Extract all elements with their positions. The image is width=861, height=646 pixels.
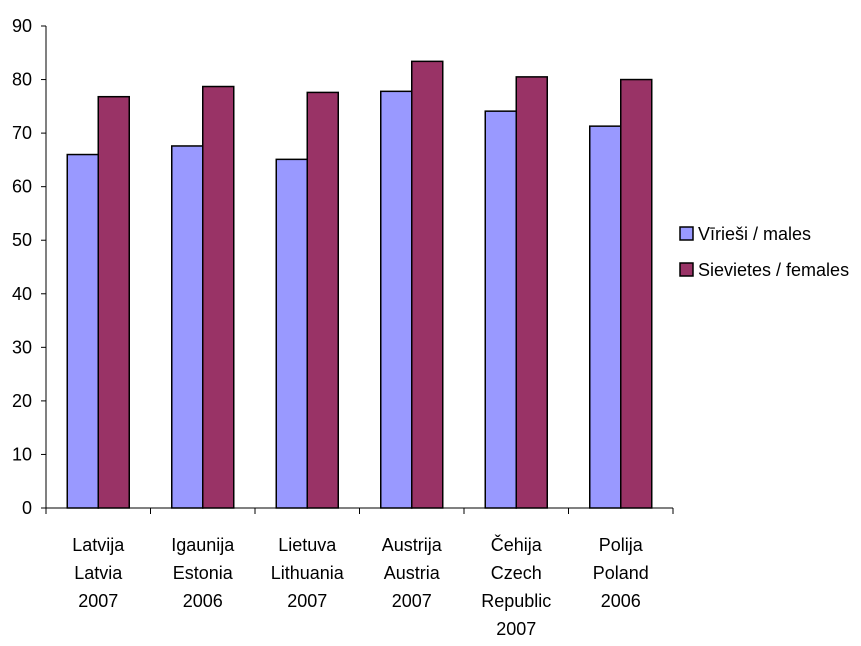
x-category-label: Lietuva Lithuania 2007 bbox=[271, 535, 345, 611]
x-category-label: Polija Poland 2006 bbox=[593, 535, 649, 611]
x-category-label-line: Igaunija bbox=[171, 535, 235, 555]
x-category-label-line: 2006 bbox=[183, 591, 223, 611]
x-category-label-line: 2007 bbox=[287, 591, 327, 611]
legend-label: Vīrieši / males bbox=[698, 224, 811, 244]
y-tick-label: 70 bbox=[12, 123, 32, 143]
x-category-label-line: Republic bbox=[481, 591, 551, 611]
bars bbox=[66, 60, 653, 509]
bar-males bbox=[171, 145, 204, 509]
x-category-label-line: Lithuania bbox=[271, 563, 345, 583]
legend-swatch bbox=[679, 226, 694, 241]
y-tick-label: 80 bbox=[12, 70, 32, 90]
x-axis: Latvija Latvia 2007 Igaunija Estonia 2006 Liet… bbox=[45, 507, 674, 639]
x-category-label: Latvija Latvia 2007 bbox=[72, 535, 125, 611]
y-tick-label: 40 bbox=[12, 284, 32, 304]
y-tick-label: 30 bbox=[12, 337, 32, 357]
x-category-label-line: 2007 bbox=[392, 591, 432, 611]
bar-males bbox=[66, 153, 99, 509]
bar-females bbox=[515, 76, 548, 509]
y-tick-label: 50 bbox=[12, 230, 32, 250]
bar-males bbox=[484, 110, 517, 509]
x-category-label-line: Latvija bbox=[72, 535, 125, 555]
x-category-label: Austrija Austria 2007 bbox=[382, 535, 443, 611]
legend-label: Sievietes / females bbox=[698, 260, 849, 280]
y-tick-label: 10 bbox=[12, 444, 32, 464]
legend-swatch bbox=[679, 262, 694, 277]
x-category-label: Čehija Czech Republic 2007 bbox=[481, 534, 551, 639]
x-category-label-line: Latvia bbox=[74, 563, 123, 583]
bar-males bbox=[380, 90, 413, 509]
x-category-label-line: Czech bbox=[491, 563, 542, 583]
bar-females bbox=[97, 95, 130, 509]
x-category-label-line: 2007 bbox=[496, 619, 536, 639]
y-axis: 0 10 20 30 40 50 60 70 80 90 bbox=[12, 16, 47, 518]
bar-females bbox=[620, 78, 653, 509]
bar-males bbox=[589, 125, 622, 509]
y-tick-label: 90 bbox=[12, 16, 32, 36]
y-tick-label: 60 bbox=[12, 177, 32, 197]
x-category-label-line: Estonia bbox=[173, 563, 234, 583]
legend: Vīrieši / males Sievietes / females bbox=[679, 224, 849, 280]
x-category-label: Igaunija Estonia 2006 bbox=[171, 535, 235, 611]
bar-males bbox=[275, 158, 308, 509]
x-category-label-line: Polija bbox=[599, 535, 644, 555]
y-tick-label: 20 bbox=[12, 391, 32, 411]
x-category-label-line: Austria bbox=[384, 563, 441, 583]
bar-females bbox=[202, 85, 235, 509]
bar-females bbox=[306, 91, 339, 509]
x-category-label-line: Čehija bbox=[491, 534, 543, 555]
x-category-label-line: 2007 bbox=[78, 591, 118, 611]
x-category-label-line: 2006 bbox=[601, 591, 641, 611]
y-tick-label: 0 bbox=[22, 498, 32, 518]
x-category-label-line: Austrija bbox=[382, 535, 443, 555]
x-category-label-line: Lietuva bbox=[278, 535, 337, 555]
x-category-label-line: Poland bbox=[593, 563, 649, 583]
bar-females bbox=[411, 60, 444, 509]
